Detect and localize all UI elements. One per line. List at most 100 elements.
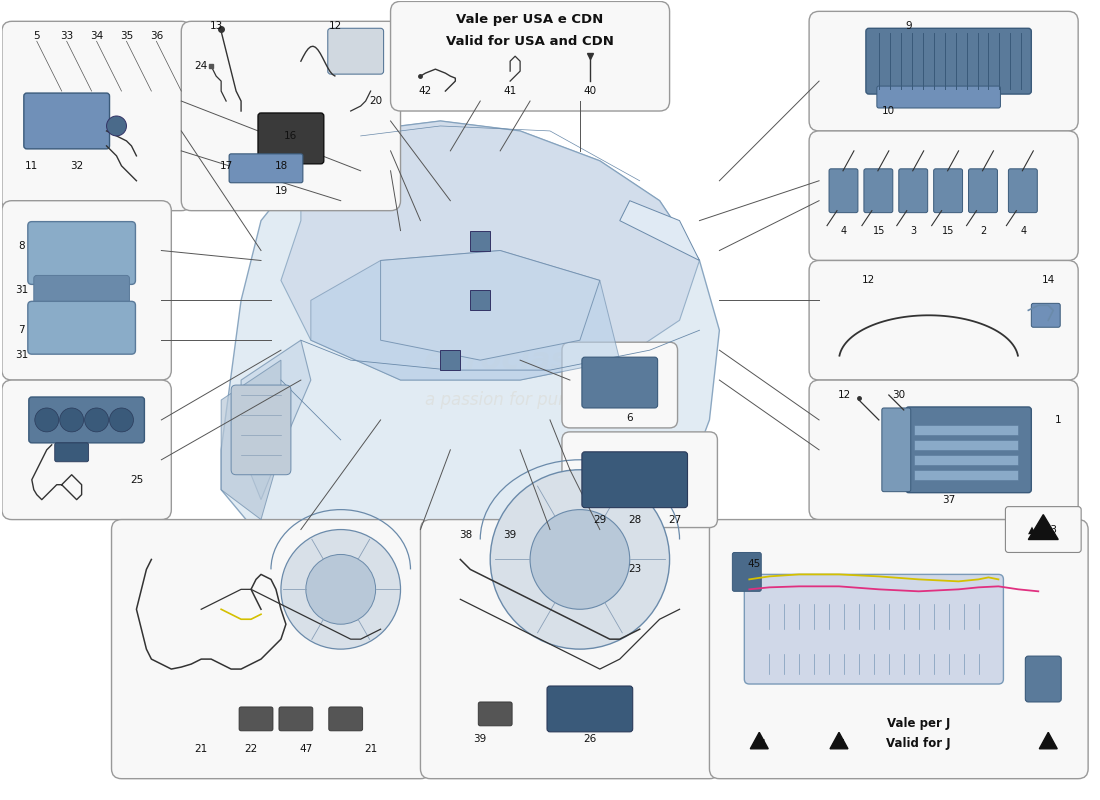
Text: a passion for pure cars: a passion for pure cars [425, 391, 615, 409]
Text: 39: 39 [474, 734, 487, 744]
Text: 31: 31 [15, 286, 29, 295]
Text: 42: 42 [419, 86, 432, 96]
Text: 47: 47 [299, 744, 312, 754]
Text: 24: 24 [195, 61, 208, 71]
Text: 41: 41 [504, 86, 517, 96]
Text: 31: 31 [15, 350, 29, 360]
Circle shape [110, 408, 133, 432]
FancyBboxPatch shape [905, 407, 1032, 493]
FancyBboxPatch shape [258, 113, 323, 164]
Text: 32: 32 [70, 161, 84, 171]
Bar [440, 350, 460, 370]
FancyBboxPatch shape [547, 686, 632, 732]
FancyBboxPatch shape [420, 519, 719, 778]
Text: 27: 27 [668, 514, 681, 525]
Text: 9: 9 [905, 22, 912, 31]
FancyBboxPatch shape [810, 11, 1078, 131]
Text: 16: 16 [284, 131, 297, 141]
Text: 25: 25 [130, 474, 143, 485]
Circle shape [491, 470, 670, 649]
Polygon shape [280, 121, 700, 380]
Text: 40: 40 [583, 86, 596, 96]
Text: 4: 4 [840, 226, 847, 235]
Text: 33: 33 [60, 31, 74, 42]
FancyBboxPatch shape [229, 154, 302, 182]
FancyBboxPatch shape [2, 201, 172, 380]
FancyBboxPatch shape [1009, 169, 1037, 213]
FancyBboxPatch shape [111, 519, 430, 778]
FancyBboxPatch shape [328, 28, 384, 74]
Text: 21: 21 [364, 744, 377, 754]
Text: 5: 5 [33, 31, 40, 42]
Text: 39: 39 [504, 530, 517, 539]
FancyBboxPatch shape [28, 222, 135, 285]
Polygon shape [221, 121, 719, 619]
FancyBboxPatch shape [829, 169, 858, 213]
FancyBboxPatch shape [279, 707, 312, 731]
Polygon shape [1040, 732, 1057, 749]
Text: 29: 29 [593, 514, 606, 525]
Text: 12: 12 [862, 275, 876, 286]
Text: 34: 34 [90, 31, 103, 42]
Bar [914, 470, 1019, 480]
Text: 17: 17 [220, 161, 233, 171]
Polygon shape [241, 340, 311, 500]
FancyBboxPatch shape [1005, 506, 1081, 553]
Text: 4: 4 [1021, 226, 1026, 235]
FancyBboxPatch shape [24, 93, 110, 149]
FancyBboxPatch shape [231, 385, 290, 474]
Text: Vale per USA e CDN: Vale per USA e CDN [456, 13, 604, 26]
Text: euroclassic: euroclassic [424, 346, 616, 374]
Text: 11: 11 [25, 161, 39, 171]
FancyBboxPatch shape [478, 702, 513, 726]
Polygon shape [750, 732, 768, 749]
FancyBboxPatch shape [182, 22, 400, 210]
Text: 21: 21 [195, 744, 208, 754]
FancyBboxPatch shape [733, 553, 761, 591]
Text: 15: 15 [872, 226, 886, 235]
Bar [914, 455, 1019, 465]
Text: 10: 10 [882, 106, 895, 116]
Text: ▲=43: ▲=43 [1028, 525, 1058, 534]
FancyBboxPatch shape [562, 342, 678, 428]
Circle shape [280, 530, 400, 649]
FancyBboxPatch shape [582, 452, 688, 508]
FancyBboxPatch shape [882, 408, 911, 492]
Text: 45: 45 [748, 559, 761, 570]
Text: 15: 15 [943, 226, 955, 235]
Text: 19: 19 [274, 186, 287, 196]
FancyBboxPatch shape [28, 302, 135, 354]
FancyBboxPatch shape [34, 275, 130, 303]
Text: 12: 12 [329, 22, 342, 31]
Text: 13: 13 [209, 22, 223, 31]
Text: 37: 37 [942, 494, 955, 505]
Text: 46: 46 [832, 739, 846, 749]
FancyBboxPatch shape [745, 574, 1003, 684]
Circle shape [59, 408, 84, 432]
Text: 44: 44 [752, 739, 767, 749]
Polygon shape [619, 201, 700, 261]
Polygon shape [830, 732, 848, 749]
Circle shape [107, 116, 126, 136]
FancyBboxPatch shape [329, 707, 363, 731]
FancyBboxPatch shape [582, 357, 658, 408]
Text: Vale per J: Vale per J [887, 718, 950, 730]
Text: 1: 1 [1055, 415, 1061, 425]
Circle shape [85, 408, 109, 432]
Text: 8: 8 [19, 241, 25, 250]
FancyBboxPatch shape [2, 22, 191, 210]
Text: 36: 36 [150, 31, 163, 42]
Polygon shape [221, 360, 280, 519]
FancyBboxPatch shape [390, 2, 670, 111]
Text: 30: 30 [892, 390, 905, 400]
Bar [914, 440, 1019, 450]
Circle shape [530, 510, 629, 610]
Text: 3: 3 [911, 226, 916, 235]
Text: 28: 28 [628, 514, 641, 525]
FancyBboxPatch shape [864, 169, 893, 213]
FancyBboxPatch shape [899, 169, 927, 213]
Text: 35: 35 [120, 31, 133, 42]
Bar [914, 425, 1019, 435]
FancyBboxPatch shape [968, 169, 998, 213]
Text: Valid for J: Valid for J [887, 738, 952, 750]
